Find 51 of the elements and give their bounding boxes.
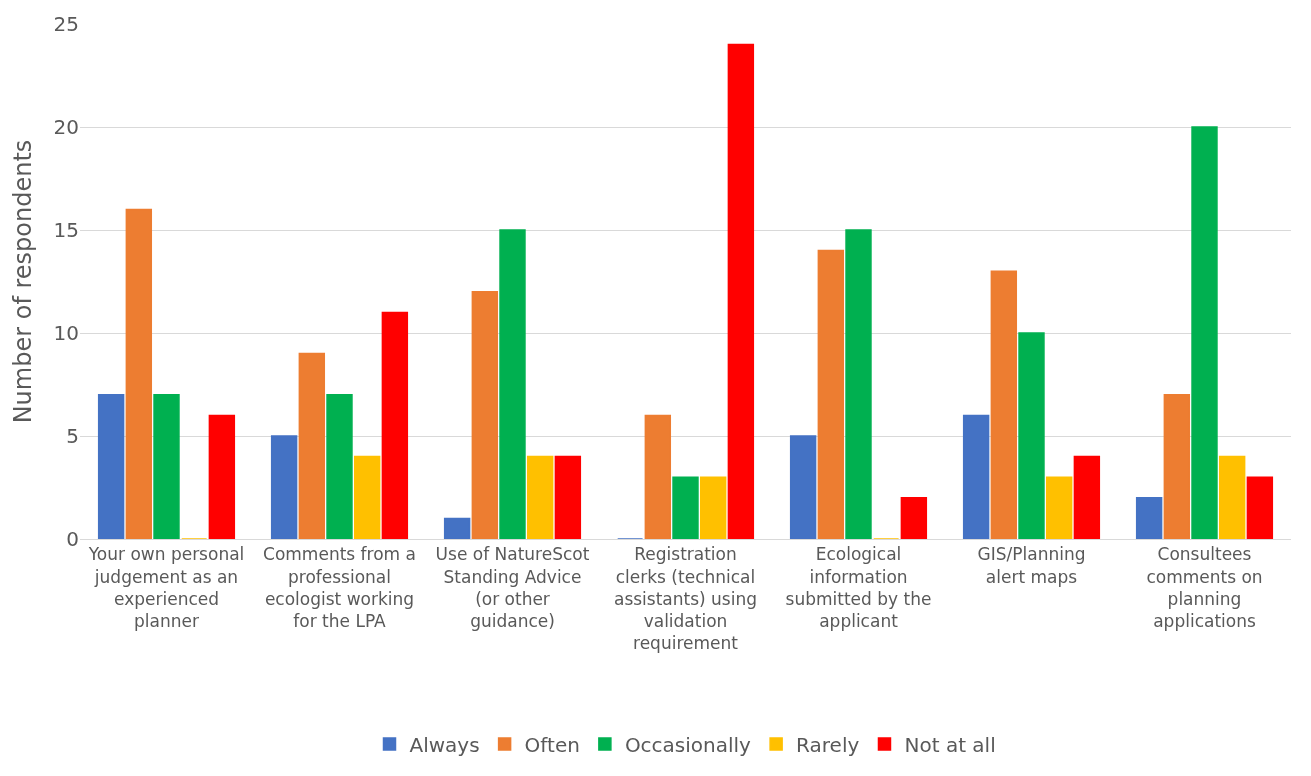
x-tick-label: Use of NatureScot Standing Advice (or other guidance): [435, 544, 590, 631]
bar: [644, 414, 672, 539]
bar: [554, 455, 582, 539]
legend-label: Often: [524, 732, 580, 757]
bar: [789, 435, 817, 539]
legend-label: Not at all: [904, 732, 996, 757]
bar: [471, 291, 499, 539]
y-tick-label: 5: [66, 424, 79, 448]
y-tick-label: 15: [53, 218, 79, 242]
bar: [326, 394, 353, 539]
y-tick-label: 25: [53, 12, 79, 36]
bar: [1018, 332, 1045, 539]
bar: [699, 476, 727, 539]
bar: [353, 455, 381, 539]
bar: [1135, 497, 1163, 539]
x-tick-label: Your own personal judgement as an experienced planner: [87, 544, 245, 631]
bar: [1045, 476, 1073, 539]
x-tick-label: Consultees comments on planning applications: [1146, 544, 1263, 631]
x-tick-label: GIS/Planning alert maps: [977, 544, 1086, 587]
bar: [208, 414, 236, 539]
bar: [672, 476, 699, 539]
bar: [990, 270, 1018, 539]
y-tick-label: 10: [53, 321, 79, 345]
bar: [1191, 126, 1218, 539]
bar: [499, 229, 526, 539]
legend-label: Rarely: [796, 732, 860, 757]
y-tick-label: 0: [66, 527, 79, 551]
y-axis-title: Number of respondents: [8, 139, 37, 424]
bar: [817, 249, 845, 539]
bar: [845, 229, 872, 539]
x-tick-label: Comments from a professional ecologist working for the LPA: [263, 544, 416, 631]
bar: [153, 394, 180, 539]
bar: [381, 311, 409, 539]
bar: [443, 517, 471, 539]
bar: [727, 43, 755, 539]
bar: [1246, 476, 1274, 539]
y-tick-label: 20: [53, 115, 79, 139]
bar: [1073, 455, 1101, 539]
legend-label: Occasionally: [624, 732, 752, 757]
bar: [97, 394, 125, 539]
x-tick-label: Ecological information submitted by the applicant: [785, 544, 932, 631]
bar: [1163, 394, 1191, 539]
bar: [298, 352, 326, 539]
legend-label: Always: [409, 732, 480, 757]
bar: [900, 497, 928, 539]
bar: [962, 414, 990, 539]
x-tick-label: Registration clerks (technical assistants) using validation requirement: [613, 544, 758, 653]
bar: [526, 455, 554, 539]
bar: [1218, 455, 1246, 539]
bar: [270, 435, 298, 539]
bar: [125, 208, 153, 539]
